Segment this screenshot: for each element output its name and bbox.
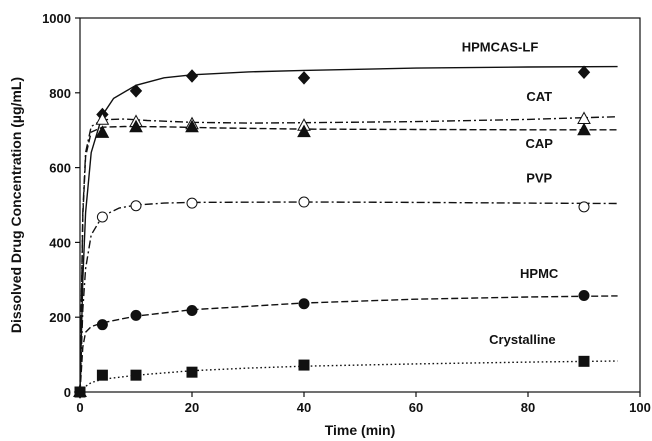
marker-hpmcas-lf [185, 69, 199, 83]
marker-hpmcas-lf [297, 71, 311, 85]
marker-hpmc [96, 319, 108, 331]
marker-cap [185, 119, 199, 133]
series-label-pvp: PVP [526, 171, 552, 186]
series-label-hpmcas-lf: HPMCAS-LF [462, 40, 539, 55]
marker-crystalline [186, 366, 198, 378]
series-label-hpmc: HPMC [520, 266, 559, 281]
x-tick-label: 0 [76, 400, 83, 415]
x-tick-label: 100 [629, 400, 651, 415]
marker-pvp [298, 196, 310, 208]
fit-line-crystalline [79, 360, 618, 393]
marker-hpmcas-lf [129, 84, 143, 98]
y-tick-label: 200 [49, 310, 71, 325]
y-tick-label: 0 [64, 385, 71, 400]
x-axis-title: Time (min) [325, 422, 396, 438]
x-tick-label: 20 [185, 400, 199, 415]
series-labels: HPMCAS-LF CAT CAP PVP HPMC Crystalline [462, 40, 559, 347]
x-tick-label: 60 [409, 400, 423, 415]
marker-crystalline [298, 359, 310, 371]
marker-hpmc [298, 298, 310, 310]
y-axis-title: Dissolved Drug Concentration (µg/mL) [8, 77, 24, 333]
series-label-cap: CAP [525, 136, 553, 151]
marker-pvp [130, 200, 142, 212]
y-tick-label: 400 [49, 235, 71, 250]
marker-hpmcas-lf [577, 65, 591, 79]
marker-crystalline [130, 369, 142, 381]
marker-hpmc [130, 309, 142, 321]
marker-crystalline [96, 369, 108, 381]
plot-frame [79, 17, 641, 393]
marker-pvp [578, 201, 590, 213]
y-tick-label: 800 [49, 86, 71, 101]
marker-crystalline [578, 355, 590, 367]
marker-hpmc [186, 304, 198, 316]
marker-cap [297, 124, 311, 138]
fit-line-hpmcas-lf [79, 65, 618, 393]
fit-line-cat [79, 116, 618, 393]
marker-cap [577, 122, 591, 136]
axes [79, 17, 641, 393]
data-markers [73, 65, 591, 399]
x-tick-label: 80 [521, 400, 535, 415]
marker-pvp [186, 197, 198, 209]
marker-pvp [96, 211, 108, 223]
marker-cat [95, 112, 110, 125]
y-tick-label: 600 [49, 161, 71, 176]
series-label-cat: CAT [526, 89, 552, 104]
series-label-crystalline: Crystalline [489, 332, 555, 347]
marker-cap [129, 119, 143, 133]
y-tick-label: 1000 [42, 11, 71, 26]
fit-line-cap [79, 125, 618, 393]
x-tick-label: 40 [297, 400, 311, 415]
marker-hpmc [578, 290, 590, 302]
marker-cap [95, 125, 110, 138]
